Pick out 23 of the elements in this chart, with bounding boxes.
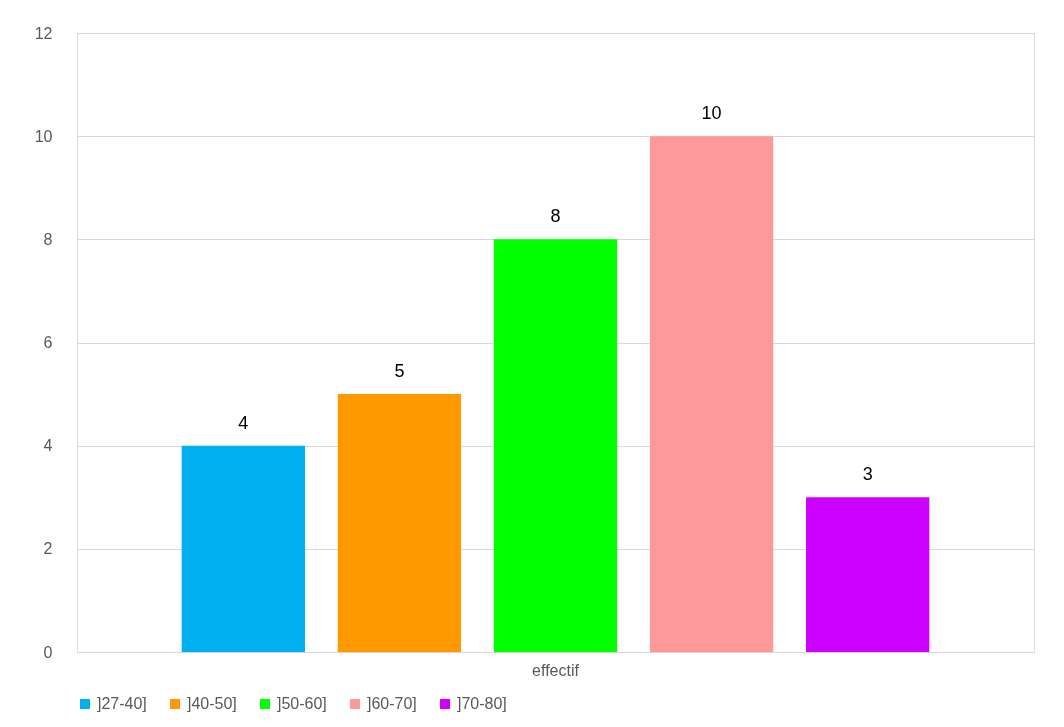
y-tick-label: 8 (43, 230, 53, 248)
x-tick-label: effectif (532, 661, 580, 679)
bar (181, 445, 305, 652)
data-label: 3 (862, 464, 873, 485)
legend-label: ]50-60] (277, 695, 327, 712)
data-label: 4 (238, 412, 249, 433)
legend-label: ]60-70] (367, 695, 417, 712)
y-tick-label: 6 (43, 334, 53, 351)
bar (806, 497, 930, 652)
data-label: 10 (701, 103, 722, 124)
legend-label: ]40-50] (187, 695, 237, 712)
data-label: 8 (550, 206, 561, 227)
legend-label: ]27-40] (97, 695, 147, 712)
y-tick-label: 4 (43, 437, 53, 455)
y-tick-label: 10 (34, 127, 53, 145)
bar (649, 136, 774, 652)
y-tick-label: 12 (34, 24, 53, 42)
bar (493, 239, 618, 652)
bar (337, 394, 462, 652)
data-label: 5 (394, 361, 405, 382)
legend-label: ]70-80] (457, 695, 507, 712)
y-tick-label: 2 (43, 540, 53, 558)
y-tick-label: 0 (43, 643, 53, 661)
